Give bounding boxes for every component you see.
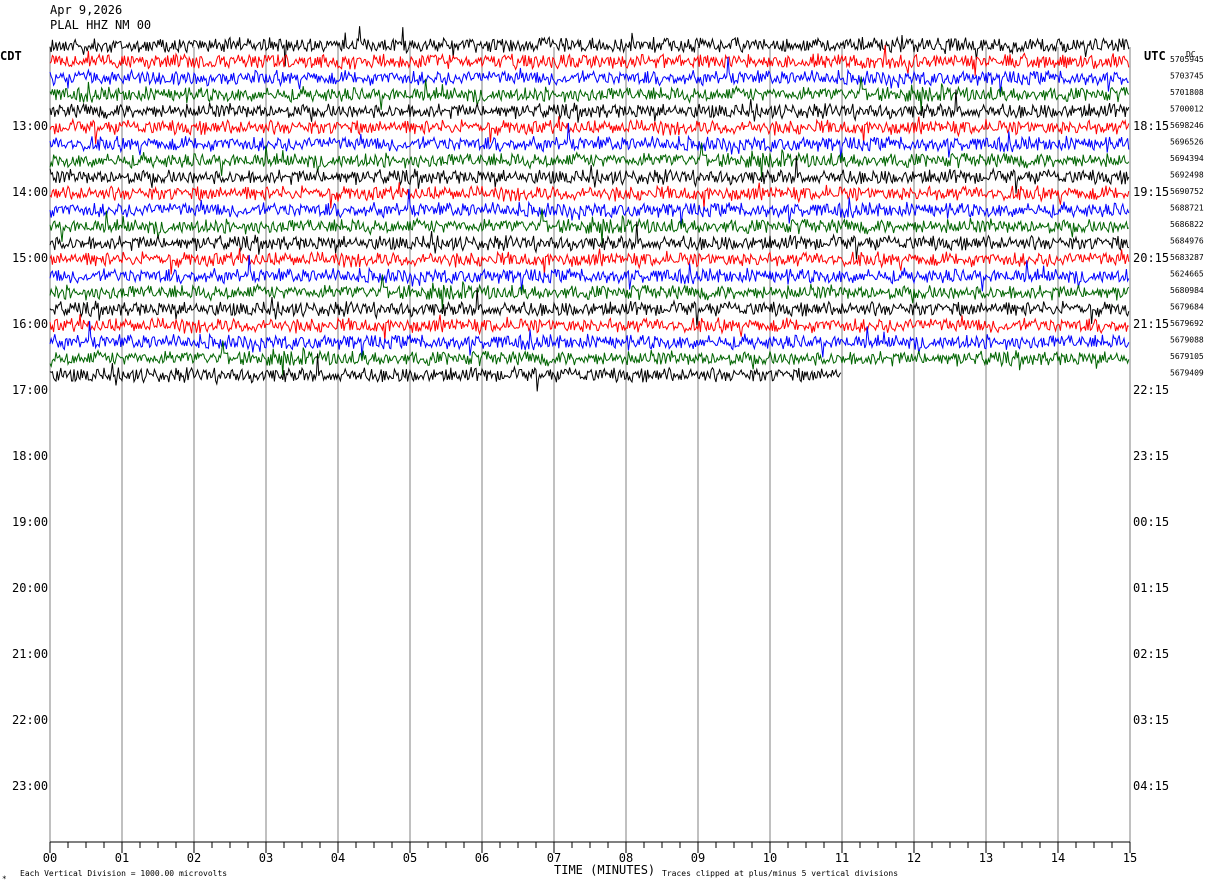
trace-row (49, 221, 1130, 260)
x-tick-label: 02 (187, 851, 201, 865)
x-tick-label: 15 (1123, 851, 1137, 865)
right-hour-label: 03:15 (1133, 713, 1169, 727)
trace-row (49, 26, 1130, 67)
dc-offset-label: 5692498 (1170, 171, 1204, 180)
left-hour-label: 18:00 (12, 449, 48, 463)
footer-scale-note: Each Vertical Division = 1000.00 microvo… (20, 869, 227, 878)
dc-offset-label: 5683287 (1170, 253, 1204, 262)
x-tick-label: 11 (835, 851, 849, 865)
dc-label: DC (1186, 50, 1196, 59)
x-tick-label: 12 (907, 851, 921, 865)
trace-row (49, 274, 1130, 310)
chart-date: Apr 9,2026 (50, 3, 123, 17)
dc-offset-label: 5701808 (1170, 88, 1204, 97)
dc-offset-label: 5679088 (1170, 336, 1204, 345)
x-tick-label: 01 (115, 851, 129, 865)
x-tick-label: 03 (259, 851, 273, 865)
trace-row (49, 340, 1130, 376)
trace-row (49, 45, 1130, 76)
left-hour-label: 21:00 (12, 647, 48, 661)
trace-row (49, 122, 1130, 160)
dc-offset-label: 5686822 (1170, 220, 1204, 229)
left-hour-label: 19:00 (12, 515, 48, 529)
left-hour-label: 22:00 (12, 713, 48, 727)
x-tick-label: 00 (43, 851, 57, 865)
left-hour-label: 23:00 (12, 779, 48, 793)
left-hour-label: 20:00 (12, 581, 48, 595)
dc-offset-label: 5694394 (1170, 154, 1204, 163)
dc-offset-label: 5703745 (1170, 72, 1204, 81)
dc-offset-label: 5679684 (1170, 303, 1204, 312)
footer-clip-note: Traces clipped at plus/minus 5 vertical … (662, 869, 898, 878)
dc-offset-label: 5684976 (1170, 237, 1204, 246)
trace-row (49, 155, 1130, 194)
trace-row (49, 254, 1130, 292)
trace-row (49, 76, 1130, 112)
trace-row (49, 182, 1130, 209)
x-tick-label: 06 (475, 851, 489, 865)
right-hour-label: 04:15 (1133, 779, 1169, 793)
left-axis-label: CDT (0, 49, 22, 63)
x-tick-label: 14 (1051, 851, 1065, 865)
dc-offset-label: 5700012 (1170, 105, 1204, 114)
seismic-traces (49, 26, 1130, 392)
trace-row (49, 248, 1130, 275)
left-hour-label: 16:00 (12, 317, 48, 331)
trace-row (49, 314, 1129, 341)
plot-gridlines (49, 47, 1131, 853)
trace-row (49, 56, 1129, 94)
x-tick-label: 13 (979, 851, 993, 865)
right-hour-label: 23:15 (1133, 449, 1169, 463)
right-hour-label: 02:15 (1133, 647, 1169, 661)
footer-mark: ∗ (2, 873, 7, 882)
dc-offset-label: 5698246 (1170, 121, 1204, 130)
right-hour-label: 21:15 (1133, 317, 1169, 331)
x-tick-label: 10 (763, 851, 777, 865)
trace-row (49, 142, 1130, 178)
left-hour-label: 17:00 (12, 383, 48, 397)
right-hour-label: 00:15 (1133, 515, 1169, 529)
right-hour-label: 19:15 (1133, 185, 1169, 199)
right-hour-label: 20:15 (1133, 251, 1169, 265)
dc-offset-label: 5705945 (1170, 55, 1204, 64)
dc-offset-label: 5690752 (1170, 187, 1204, 196)
station-label: PLAL HHZ NM 00 (50, 18, 152, 32)
trace-row (49, 208, 1130, 244)
trace-row (49, 89, 1130, 123)
dc-offset-label: 5679409 (1170, 369, 1204, 378)
x-tick-label: 05 (403, 851, 417, 865)
x-tick-label: 09 (691, 851, 705, 865)
right-axis-label: UTC (1144, 49, 1166, 63)
right-hour-label: 01:15 (1133, 581, 1169, 595)
trace-row (49, 188, 1130, 226)
axis-labels: 00 01 02 03 04 05 06 07 08 09 10 11 12 13 14 15 13:00 14:… (12, 55, 1204, 865)
dc-offset-label: 5624665 (1170, 270, 1204, 279)
trace-row (49, 353, 842, 392)
x-tick-label: 04 (331, 851, 345, 865)
dc-offset-label: 5696526 (1170, 138, 1204, 147)
dc-offset-label: 5679105 (1170, 352, 1204, 361)
left-hour-label: 14:00 (12, 185, 48, 199)
right-hour-label: 22:15 (1133, 383, 1169, 397)
left-hour-label: 13:00 (12, 119, 48, 133)
trace-row (49, 320, 1130, 358)
left-hour-label: 15:00 (12, 251, 48, 265)
dc-offset-label: 5688721 (1170, 204, 1204, 213)
trace-row (49, 116, 1130, 144)
x-axis-title: TIME (MINUTES) (554, 863, 655, 877)
dc-offset-label: 5679692 (1170, 319, 1204, 328)
x-tick-label: 07 (547, 851, 561, 865)
dc-offset-label: 5680984 (1170, 286, 1204, 295)
trace-row (49, 287, 1130, 326)
x-tick-label: 08 (619, 851, 633, 865)
right-hour-label: 18:15 (1133, 119, 1169, 133)
